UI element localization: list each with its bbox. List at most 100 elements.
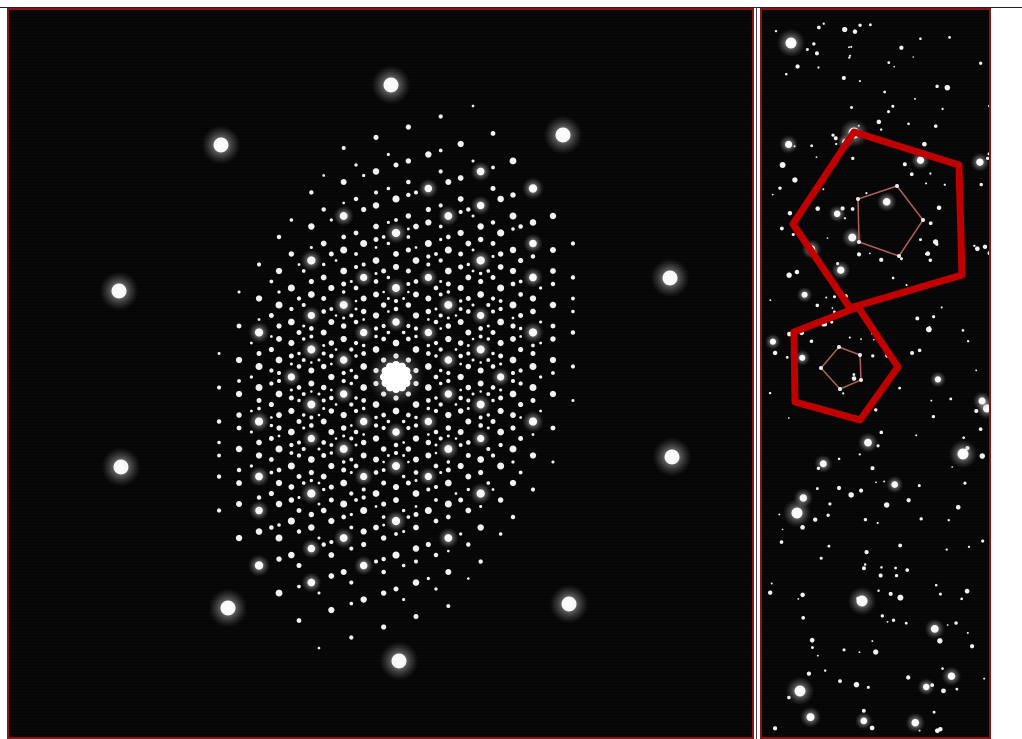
diffraction-spot [914,97,916,100]
diffraction-spot [426,318,430,321]
diffraction-spot [819,460,827,468]
diffraction-spot [402,454,406,457]
diffraction-spot [249,341,253,345]
diffraction-spot [466,407,470,410]
diffraction-spot [276,234,282,240]
diffraction-spot [883,90,887,94]
diffraction-spot [446,378,451,384]
diffraction-spot [297,440,301,445]
bright-reflection [213,137,229,153]
diffraction-spot [917,348,922,353]
diffraction-spot [982,244,988,250]
diffraction-spot [486,481,491,485]
diffraction-spot [386,241,391,246]
diffraction-spot [288,407,295,415]
diffraction-spot [446,460,451,464]
diffraction-spot [297,263,301,266]
diffraction-spot [864,438,872,447]
diffraction-spot [497,462,505,470]
diffraction-spot [307,400,316,409]
diffraction-spot [837,457,841,461]
diffraction-spot [414,246,418,249]
diffraction-spot [944,84,951,91]
diffraction-spot [413,524,419,531]
diffraction-spot [528,328,538,337]
diffraction-spot [217,440,221,445]
diffraction-spot [392,318,400,326]
diffraction-spot [308,380,315,387]
diffraction-spot [879,257,884,262]
diffraction-spot [412,545,420,552]
diffraction-spot [341,467,347,473]
diffraction-spot [328,552,335,558]
diffraction-spot [360,295,367,302]
diffraction-spot [268,346,274,353]
diffraction-spot [296,364,302,369]
diffraction-spot [402,297,406,300]
diffraction-spot [510,412,516,418]
diffraction-spot [328,408,335,414]
diffraction-spot [498,353,504,359]
diffraction-spot [268,313,274,318]
diffraction-spot [858,453,861,456]
diffraction-spot [405,213,412,219]
diffraction-spot [446,290,451,294]
diffraction-spot [465,452,471,459]
diffraction-spot [466,577,470,580]
diffraction-spot [269,368,274,373]
diffraction-spot [459,362,463,366]
diffraction-spot [392,263,400,271]
bright-reflection [662,270,678,286]
diffraction-spot [445,569,452,576]
diffraction-spot [919,517,923,521]
diffraction-spot [373,291,380,298]
diffraction-spot [975,369,978,372]
diffraction-spot [321,542,326,547]
diffraction-spot [439,237,443,242]
diffraction-spot [949,397,953,401]
diffraction-spot [838,679,842,684]
diffraction-spot [878,573,883,578]
diffraction-spot [816,654,819,657]
diffraction-spot [934,583,938,587]
diffraction-spot [444,390,453,398]
pentagon-vertex-spot [819,366,823,370]
diffraction-spot [978,397,986,405]
diffraction-spot [879,430,884,435]
diffraction-spot [339,300,348,309]
diffraction-spot [349,381,354,386]
divider-rule [756,7,757,739]
diffraction-spot [571,309,575,314]
diffraction-spot [349,424,353,427]
diffraction-spot [529,239,537,248]
diffraction-spot [349,436,354,441]
diffraction-spot [308,511,315,518]
inner-pentagon-small [820,346,862,390]
diffraction-spot [478,326,483,331]
diffraction-spot [381,268,387,274]
diffraction-spot [424,328,433,337]
diffraction-spot [353,285,359,291]
diffraction-spot [289,362,293,366]
diffraction-spot [349,402,354,407]
diffraction-spot [941,107,944,111]
diffraction-spot [328,573,335,579]
diffraction-spot [466,262,470,267]
diffraction-spot [948,35,951,39]
diffraction-spot [813,517,818,522]
diffraction-spot [458,497,464,503]
diffraction-spot [289,306,294,312]
diffraction-spot [339,534,348,542]
diffraction-spot [424,506,432,515]
diffraction-spot [328,340,335,346]
diffraction-spot [362,318,366,321]
diffraction-spot [275,445,283,453]
diffraction-spot [433,374,439,380]
diffraction-spot [414,190,418,195]
diffraction-spot [806,671,812,676]
diffraction-spot [433,485,438,490]
diffraction-spot [518,292,523,297]
diffraction-spot [361,343,366,348]
diffraction-spot [296,529,302,534]
diffraction-spot [381,468,386,472]
